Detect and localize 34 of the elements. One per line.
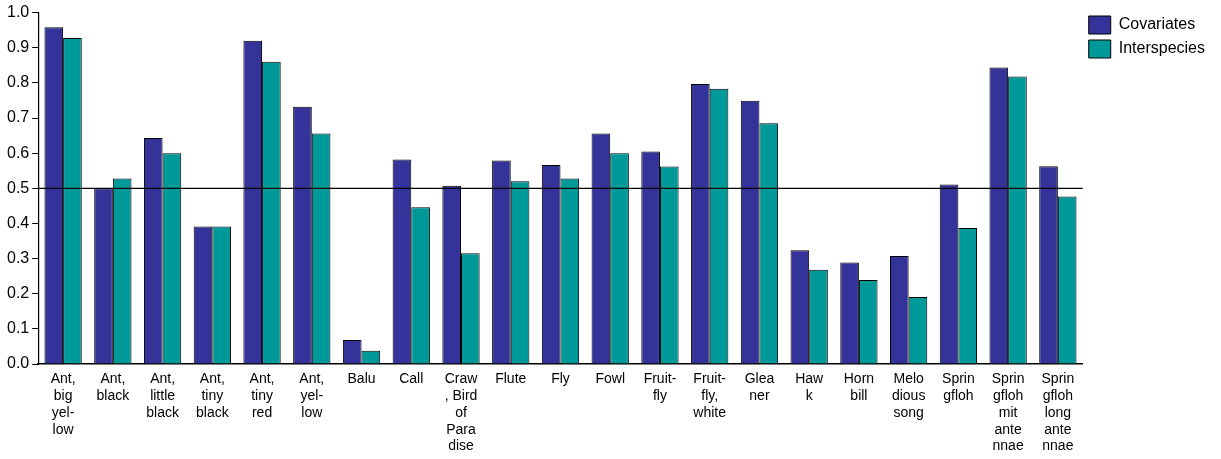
y-tick-label: 0.6 [6,143,30,161]
x-tick-label: Melo dious song [891,370,926,420]
x-tick-label: Glea ner [744,370,775,404]
legend-label: Covariates [1118,15,1196,33]
x-tick-label: Haw k [795,370,825,404]
x-tick-label: Craw , Bird of Para dise [444,370,479,454]
x-tick-label: Fruit- fly [643,370,677,404]
x-tick-label: Ant, yel- low [299,370,325,420]
y-tick-label: 0.3 [6,248,30,266]
x-tick-label: Fowl [595,370,626,387]
x-tick-label: Flute [495,370,527,387]
legend-label: Interspecies [1118,39,1205,57]
x-tick-label: Call [399,370,424,387]
x-tick-label: Balu [347,370,376,387]
x-tick-label: Horn bill [843,370,875,404]
x-tick-label: Sprin gfloh [942,370,975,404]
y-tick-label: 0.2 [6,284,30,302]
x-tick-label: Ant, little black [146,370,180,420]
x-tick-label: Ant, black [96,370,131,404]
x-tick-label: Ant, big yel- low [50,370,76,437]
x-tick-label: Ant, tiny black [195,370,230,420]
y-tick-label: 0.4 [6,213,30,231]
y-tick-label: 0.5 [6,178,30,196]
y-tick-label: 0.0 [6,354,30,372]
x-tick-label: Fly [551,370,570,387]
y-tick-label: 0.1 [6,319,30,337]
x-tick-label: Sprin gfloh mit ante nnae [991,370,1025,454]
x-tick-label: Fruit- fly, white [692,370,727,420]
x-tick-label: Ant, tiny red [249,370,275,420]
x-tick-label: Sprin gfloh long ante nnae [1041,370,1075,454]
y-tick-label: 0.8 [6,73,30,91]
y-tick-label: 1.0 [6,3,30,21]
y-tick-label: 0.9 [6,38,30,56]
y-tick-label: 0.7 [6,108,30,126]
